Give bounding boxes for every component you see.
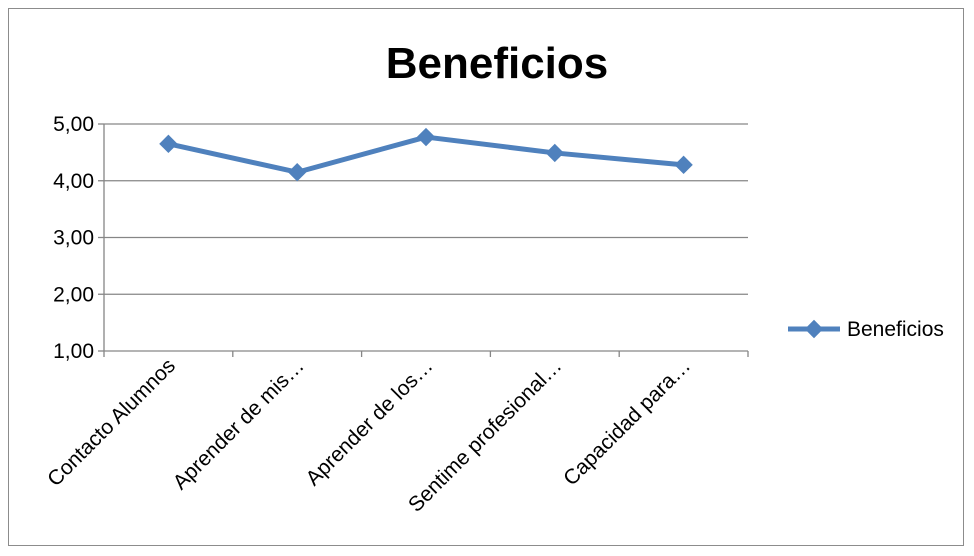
chart-frame <box>8 8 964 546</box>
data-point <box>416 127 436 147</box>
x-tick-label: Capacidad para… <box>559 354 695 490</box>
chart-title: Beneficios <box>386 39 609 88</box>
legend-marker <box>804 319 824 339</box>
y-tick-label: 1,00 <box>53 340 94 363</box>
x-tick-label: Contacto Alumnos <box>43 354 180 491</box>
gridlines <box>98 123 749 357</box>
data-point <box>288 163 307 182</box>
x-tick-label: Aprender de los… <box>302 354 438 490</box>
data-point <box>674 155 693 175</box>
y-tick-label: 2,00 <box>53 283 94 306</box>
legend-label: Beneficios <box>847 318 944 341</box>
x-tick-label: Aprender de mis… <box>169 354 309 494</box>
y-tick-label: 3,00 <box>53 227 94 250</box>
data-point <box>545 143 564 163</box>
y-tick-label: 5,00 <box>53 113 94 136</box>
legend: Beneficios <box>788 318 944 341</box>
y-tick-label: 4,00 <box>53 170 94 193</box>
data-point <box>159 134 178 154</box>
y-axis-ticks: 1,00 2,00 3,00 4,00 5,00 <box>53 113 94 363</box>
series-beneficios <box>159 127 693 182</box>
